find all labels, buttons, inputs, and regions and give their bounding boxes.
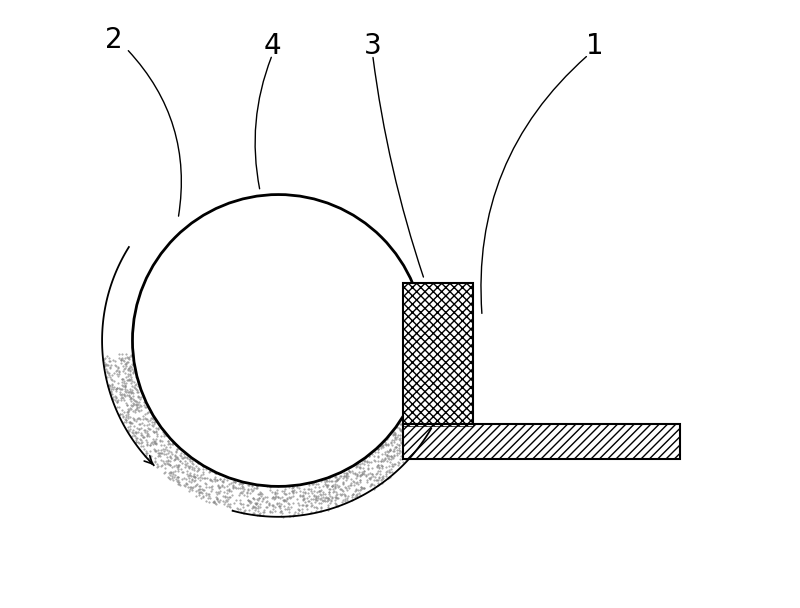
Bar (403, 283, 473, 426)
Text: 3: 3 (364, 32, 382, 60)
Text: 2: 2 (106, 26, 123, 54)
Text: 4: 4 (263, 32, 281, 60)
Bar (403, 283, 473, 426)
Bar (403, 424, 680, 459)
Bar (403, 424, 680, 459)
Circle shape (133, 195, 424, 486)
Text: 1: 1 (586, 32, 603, 60)
